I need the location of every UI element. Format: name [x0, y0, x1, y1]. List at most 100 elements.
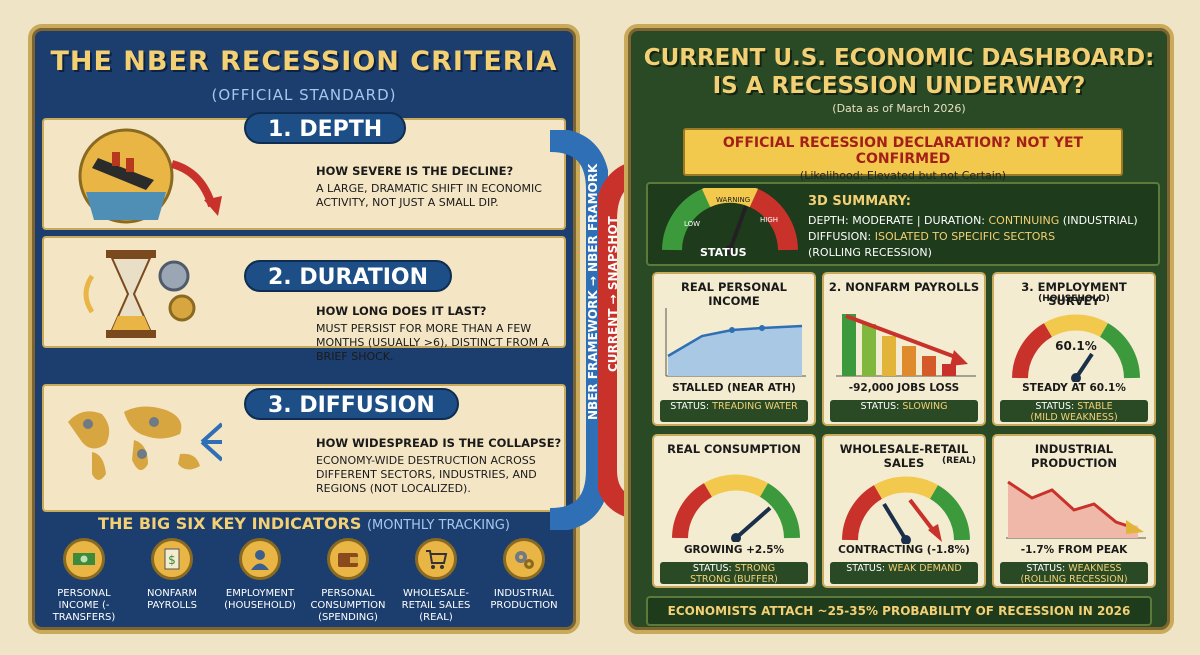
indicator-label: NONFARM PAYROLLS	[146, 588, 198, 611]
gauge-value: 60.1%	[1055, 339, 1097, 353]
diffusion-description: ECONOMY-WIDE DESTRUCTION ACROSS DIFFEREN…	[316, 454, 537, 495]
card-status: STATUS: STRONG STRONG (BUFFER)	[660, 562, 808, 585]
card-nonfarm-payrolls: 2. NONFARM PAYROLLS -92,000 JOBS LOSS ST…	[822, 272, 986, 426]
indicator-industrial-production: INDUSTRIAL PRODUCTION	[480, 538, 568, 630]
duration-question: HOW LONG DOES IT LAST?	[316, 304, 487, 318]
dashboard-title-line1: CURRENT U.S. ECONOMIC DASHBOARD:	[643, 45, 1155, 71]
card-title: REAL CONSUMPTION	[667, 442, 801, 456]
indicator-wholesale-retail: WHOLESALE-RETAIL SALES (REAL)	[392, 538, 480, 630]
criterion-depth: 1. DEPTH HOW SEVERE IS THE DECLINE? A LA…	[42, 112, 566, 230]
status-highlight: TREADING WATER	[712, 401, 798, 412]
declaration-banner: OFFICIAL RECESSION DECLARATION? NOT YET …	[683, 128, 1123, 182]
diffusion-question: HOW WIDESPREAD IS THE COLLAPSE?	[316, 436, 562, 450]
sales-gauge	[842, 476, 970, 544]
card-industrial-production: INDUSTRIAL PRODUCTION -1.7% FROM PEAK ST…	[992, 434, 1156, 588]
declaration-likelihood: (Likelihood: Elevated but not Certain)	[799, 169, 1007, 182]
summary-rolling-line: (ROLLING RECESSION)	[808, 246, 932, 259]
summary-diffusion-highlight: ISOLATED TO SPECIFIC SECTORS	[874, 230, 1056, 243]
card-real-consumption: REAL CONSUMPTION GROWING +2.5% STATUS: S…	[652, 434, 816, 588]
hourglass-icon	[83, 250, 222, 342]
status-prefix: STATUS:	[860, 401, 903, 412]
card-subtitle: (REAL)	[941, 456, 976, 466]
summary-depth-line: DEPTH: MODERATE | DURATION: CONTINUING (…	[808, 214, 1138, 227]
svg-text:$: $	[168, 553, 176, 567]
card-value: STEADY AT 60.1%	[1022, 382, 1126, 394]
indicator-personal-consumption: PERSONAL CONSUMPTION (SPENDING)	[304, 538, 392, 630]
wallet-icon	[327, 538, 369, 580]
flat-line-chart	[665, 308, 806, 377]
economic-dashboard-panel: CURRENT U.S. ECONOMIC DASHBOARD: IS A RE…	[624, 24, 1174, 634]
payroll-icon: $	[151, 538, 193, 580]
indicator-label: PERSONAL INCOME (-TRANSFERS)	[52, 588, 116, 623]
indicator-employment: EMPLOYMENT (HOUSEHOLD)	[216, 538, 304, 630]
card-title: 3. EMPLOYMENT SURVEY	[1021, 280, 1127, 308]
status-prefix: STATUS:	[846, 563, 889, 574]
card-status: STATUS: WEAKNESS (ROLLING RECESSION)	[1000, 562, 1148, 585]
big-six-title: THE BIG SIX KEY INDICATORS	[98, 514, 362, 533]
status-prefix: STATUS:	[1026, 563, 1069, 574]
card-value: STALLED (NEAR ATH)	[672, 382, 796, 394]
card-title: 2. NONFARM PAYROLLS	[828, 280, 980, 294]
summary-title: 3D SUMMARY:	[808, 194, 911, 209]
cart-icon	[415, 538, 457, 580]
sinking-ship-icon	[78, 128, 222, 224]
card-subtitle: (HOUSEHOLD)	[1038, 294, 1110, 304]
status-line2: (ROLLING RECESSION)	[1020, 574, 1128, 585]
card-value: -92,000 JOBS LOSS	[848, 382, 960, 394]
card-status: STATUS: SLOWING	[830, 400, 978, 422]
status-highlight: STABLE	[1077, 401, 1113, 412]
status-label: STATUS	[700, 246, 747, 259]
nber-title: THE NBER RECESSION CRITERIA	[50, 46, 558, 77]
status-line2: (MILD WEAKNESS)	[1030, 412, 1118, 423]
probability-footer: ECONOMISTS ATTACH ~25-35% PROBABILITY OF…	[646, 596, 1152, 626]
status-line2: STRONG (BUFFER)	[690, 574, 778, 585]
summary-depth-highlight: CONTINUING	[988, 214, 1060, 227]
summary-diffusion-line: DIFFUSION: ISOLATED TO SPECIFIC SECTORS	[808, 230, 1055, 243]
dashboard-title-line2: IS A RECESSION UNDERWAY?	[712, 73, 1086, 99]
dashboard-date: (Data as of March 2026)	[832, 102, 966, 115]
card-value: CONTRACTING (-1.8%)	[838, 544, 970, 556]
summary-depth-text: DEPTH: MODERATE | DURATION:	[808, 214, 989, 227]
card-status: STATUS: STABLE (MILD WEAKNESS)	[1000, 400, 1148, 423]
card-title: WHOLESALE-RETAIL SALES	[839, 442, 969, 470]
status-highlight: WEAKNESS	[1068, 563, 1122, 574]
card-real-personal-income: REAL PERSONAL INCOME STALLED (NEAR ATH) …	[652, 272, 816, 426]
card-status: STATUS: WEAK DEMAND	[830, 562, 978, 584]
status-highlight: WEAK DEMAND	[888, 563, 962, 574]
card-title: REAL PERSONAL INCOME	[681, 280, 787, 308]
diffusion-badge: 3. DIFFUSION	[244, 388, 459, 420]
consumption-gauge	[672, 474, 800, 542]
criterion-diffusion: 3. DIFFUSION HOW WIDESPREAD IS THE COLLA…	[42, 384, 566, 512]
status-prefix: STATUS:	[1035, 401, 1078, 412]
status-prefix: STATUS:	[692, 563, 735, 574]
card-wholesale-retail-sales: WHOLESALE-RETAIL SALES (REAL) CONTRACTIN…	[822, 434, 986, 588]
dashboard-title: CURRENT U.S. ECONOMIC DASHBOARD: IS A RE…	[628, 44, 1170, 100]
big-six-subtitle: (MONTHLY TRACKING)	[366, 518, 510, 533]
status-gauge: LOW WARNING HIGH	[662, 188, 798, 255]
summary-depth-suffix: (INDUSTRIAL)	[1059, 214, 1138, 227]
cash-icon	[63, 538, 105, 580]
world-map-icon	[68, 406, 222, 480]
card-value: GROWING +2.5%	[683, 544, 785, 556]
gauge-low-label: LOW	[684, 220, 700, 228]
big-six-heading: THE BIG SIX KEY INDICATORS (MONTHLY TRAC…	[32, 514, 576, 533]
card-status: STATUS: TREADING WATER	[660, 400, 808, 422]
depth-description: A LARGE, DRAMATIC SHIFT IN ECONOMIC ACTI…	[316, 182, 542, 209]
three-d-summary: LOW WARNING HIGH STATUS 3D SUMMARY: DEPT…	[646, 182, 1160, 266]
declining-bar-chart	[836, 314, 976, 377]
card-employment-survey: 3. EMPLOYMENT SURVEY (HOUSEHOLD) 60.1% S…	[992, 272, 1156, 426]
gauge-high-label: HIGH	[760, 216, 778, 224]
status-prefix: STATUS:	[670, 401, 713, 412]
gears-icon	[503, 538, 545, 580]
gauge-warning-label: WARNING	[716, 196, 750, 204]
card-value: -1.7% FROM PEAK	[1020, 544, 1128, 556]
big-six-indicators: PERSONAL INCOME (-TRANSFERS) $ NONFARM P…	[40, 538, 568, 630]
depth-badge: 1. DEPTH	[244, 112, 407, 144]
duration-badge: 2. DURATION	[244, 260, 453, 292]
status-highlight: STRONG	[734, 563, 776, 574]
summary-diffusion-text: DIFFUSION:	[808, 230, 875, 243]
depth-question: HOW SEVERE IS THE DECLINE?	[316, 164, 514, 178]
indicator-label: INDUSTRIAL PRODUCTION	[490, 588, 558, 611]
indicator-label: PERSONAL CONSUMPTION (SPENDING)	[310, 588, 386, 623]
indicator-label: WHOLESALE-RETAIL SALES (REAL)	[401, 588, 471, 623]
